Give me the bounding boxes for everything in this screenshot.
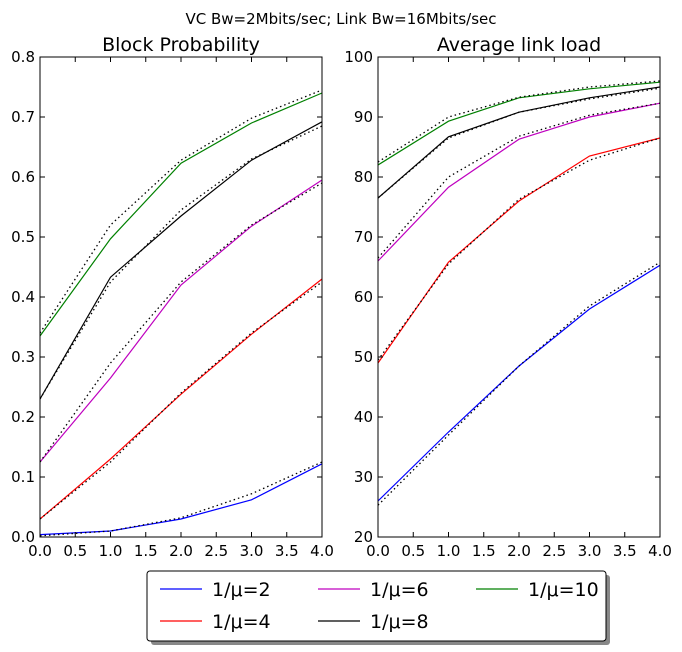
x-tick-label: 1.0: [99, 542, 123, 560]
plot-area: [378, 57, 660, 537]
y-tick-label: 0.6: [11, 168, 35, 186]
solid-series-line-0: [39, 463, 323, 536]
legend-label: 1/μ=8: [370, 611, 429, 633]
legend-label: 1/μ=10: [528, 579, 599, 601]
x-tick-label: 1.0: [437, 542, 461, 560]
y-tick-label: 0.2: [11, 408, 35, 426]
x-tick-label: 3.0: [240, 542, 264, 560]
y-tick-label: 0.0: [11, 528, 35, 546]
dotted-series-line-1: [377, 261, 661, 506]
y-tick-label: 0.7: [11, 108, 35, 126]
y-tick-label: 70: [354, 228, 373, 246]
x-tick-label: 2.0: [169, 542, 193, 560]
dotted-series-line-9: [39, 89, 323, 334]
figure-suptitle: VC Bw=2Mbits/sec; Link Bw=16Mbits/sec: [185, 10, 496, 28]
dotted-series-line-7: [377, 87, 661, 199]
x-tick-label: 2.0: [507, 542, 531, 560]
legend-label: 1/μ=2: [212, 579, 271, 601]
x-tick-label: 3.5: [275, 542, 299, 560]
y-tick-label: 40: [354, 408, 373, 426]
y-tick-label: 0.5: [11, 228, 35, 246]
dotted-series-line-7: [39, 125, 323, 400]
y-tick-label: 20: [354, 528, 373, 546]
y-tick-label: 0.8: [11, 48, 35, 66]
x-tick-label: 0.5: [401, 542, 425, 560]
x-tick-label: 3.0: [578, 542, 602, 560]
x-tick-label: 3.5: [613, 542, 637, 560]
x-tick-label: 1.5: [134, 542, 158, 560]
dotted-series-line-5: [39, 182, 323, 463]
dotted-series-line-3: [39, 281, 323, 520]
solid-series-line-2: [377, 137, 661, 364]
x-tick-label: 2.5: [542, 542, 566, 560]
legend-label: 1/μ=4: [212, 611, 271, 633]
dotted-series-line-3: [377, 137, 661, 361]
x-tick-label: 0.5: [63, 542, 87, 560]
plot-area: [40, 57, 322, 537]
y-tick-label: 30: [354, 468, 373, 486]
block-probability-title: Block Probability: [102, 34, 260, 56]
block-probability-panel: Block Probability 0.0 0.5 1.0 1.5 2.0 2.5 3.0 3…: [11, 34, 334, 560]
solid-series-line-8: [39, 92, 323, 337]
legend-label: 1/μ=6: [370, 579, 429, 601]
y-tick-label: 90: [354, 108, 373, 126]
x-tick-label: 1.5: [472, 542, 496, 560]
x-tick-label: 0.0: [28, 542, 52, 560]
y-tick-label: 80: [354, 168, 373, 186]
average-link-load-title: Average link load: [437, 34, 601, 56]
y-tick-label: 100: [344, 48, 373, 66]
x-tick-label: 2.5: [204, 542, 228, 560]
solid-series-line-6: [39, 121, 323, 400]
y-tick-label: 60: [354, 288, 373, 306]
legend: 1/μ=2 1/μ=4 1/μ=6 1/μ=8 1/μ=10: [146, 570, 610, 645]
x-tick-label: 4.0: [310, 542, 334, 560]
solid-series-line-8: [377, 81, 661, 166]
y-tick-label: 0.1: [11, 468, 35, 486]
y-tick-label: 0.4: [11, 288, 35, 306]
y-tick-label: 0.3: [11, 348, 35, 366]
y-tick-label: 50: [354, 348, 373, 366]
x-tick-label: 4.0: [648, 542, 672, 560]
x-tick-label: 0.0: [366, 542, 390, 560]
average-link-load-panel: Average link load 0.0 0.5 1.0 1.5 2.0 2.5 3.0 3…: [344, 34, 672, 560]
solid-series-line-4: [377, 102, 661, 262]
